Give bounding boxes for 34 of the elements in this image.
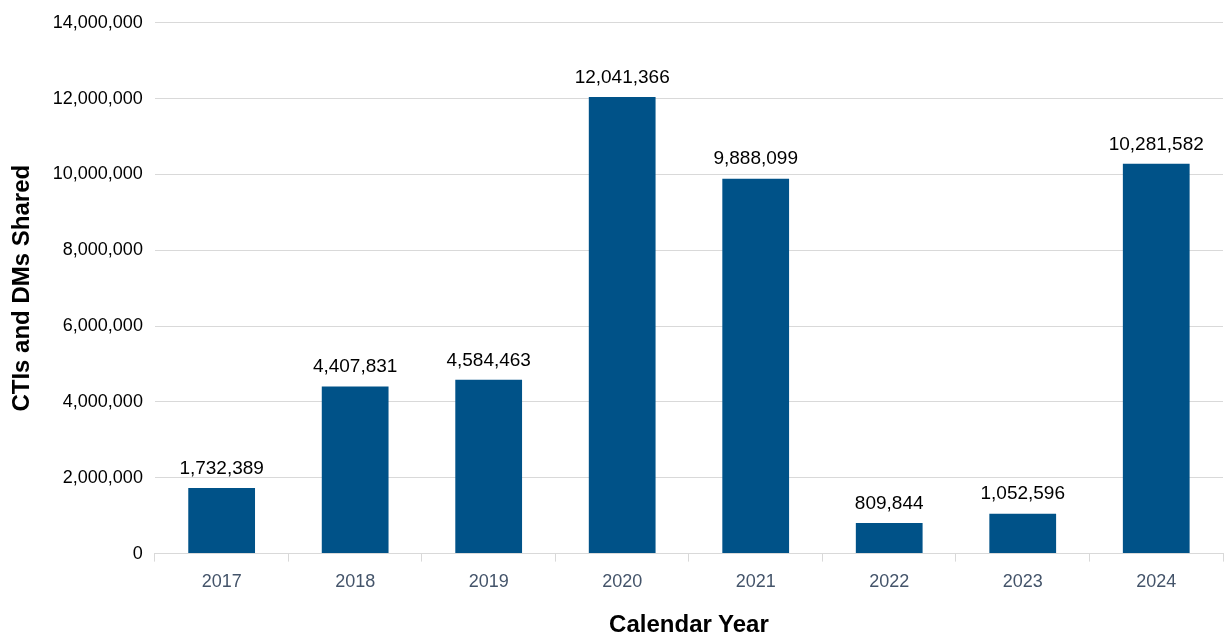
y-tick-label: 14,000,000 — [52, 11, 143, 32]
y-tick-label: 6,000,000 — [62, 315, 143, 336]
bar — [588, 97, 656, 554]
x-tick-label: 2017 — [201, 571, 242, 592]
bar — [455, 379, 523, 554]
x-tick-label: 2023 — [1002, 571, 1043, 592]
data-label: 12,041,366 — [574, 65, 670, 87]
bar — [188, 487, 256, 554]
y-tick-label: 10,000,000 — [52, 163, 143, 184]
data-label: 10,281,582 — [1108, 132, 1204, 154]
data-label: 4,584,463 — [446, 348, 531, 370]
bar — [855, 522, 923, 554]
bar — [1122, 163, 1190, 554]
y-tick-label: 2,000,000 — [62, 466, 143, 487]
x-tick-label: 2024 — [1136, 571, 1177, 592]
x-tick-label: 2019 — [468, 571, 509, 592]
x-tick-label: 2020 — [602, 571, 643, 592]
y-tick-label: 0 — [132, 542, 143, 563]
data-label: 809,844 — [854, 491, 924, 513]
y-tick-label: 12,000,000 — [52, 87, 143, 108]
x-tick-label: 2018 — [335, 571, 376, 592]
data-label: 1,052,596 — [980, 482, 1065, 504]
x-tick-label: 2022 — [869, 571, 910, 592]
x-axis-title: Calendar Year — [609, 610, 769, 638]
y-tick-label: 8,000,000 — [62, 239, 143, 260]
data-label: 1,732,389 — [179, 456, 264, 478]
y-axis-title: CTIs and DMs Shared — [7, 164, 35, 412]
bar — [989, 513, 1057, 554]
bar — [722, 178, 790, 554]
y-tick-label: 4,000,000 — [62, 390, 143, 411]
bar — [321, 386, 389, 554]
data-label: 9,888,099 — [713, 147, 798, 169]
x-tick-label: 2021 — [735, 571, 776, 592]
data-label: 4,407,831 — [312, 355, 398, 377]
